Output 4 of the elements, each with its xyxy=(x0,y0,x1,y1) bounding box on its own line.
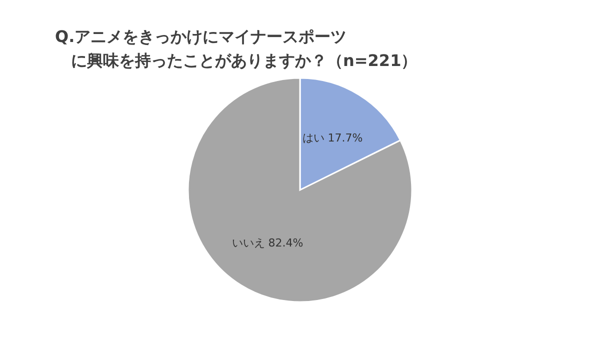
chart-title: Q.アニメをきっかけにマイナースポーツに興味を持ったことがありますか？（n=221） xyxy=(55,27,418,70)
slice-label: いいえ 82.4% xyxy=(232,236,304,250)
pie-slice xyxy=(187,77,413,303)
slice-label: はい 17.7% xyxy=(302,132,363,145)
